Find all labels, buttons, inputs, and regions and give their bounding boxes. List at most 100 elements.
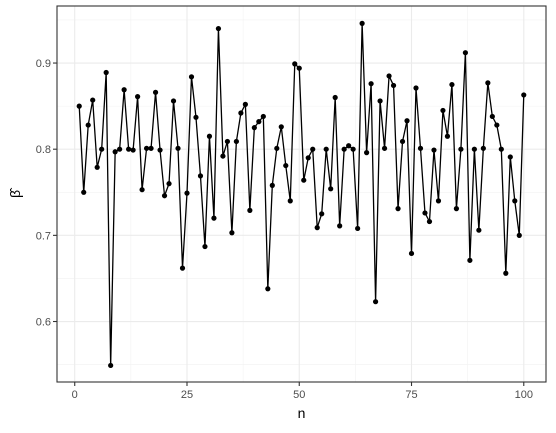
data-point-68 bbox=[377, 98, 383, 104]
data-point-76 bbox=[413, 85, 419, 91]
data-point-17 bbox=[148, 145, 154, 151]
y-tick-label-3: 0.9 bbox=[36, 58, 51, 70]
data-point-49 bbox=[292, 61, 298, 67]
data-point-4 bbox=[90, 97, 96, 103]
data-point-66 bbox=[368, 81, 374, 87]
data-point-85 bbox=[453, 206, 460, 212]
data-point-43 bbox=[265, 286, 271, 292]
data-point-82 bbox=[440, 107, 446, 114]
data-point-50 bbox=[296, 65, 302, 71]
data-point-15 bbox=[139, 187, 145, 193]
data-point-55 bbox=[319, 211, 325, 217]
data-point-7 bbox=[103, 69, 109, 76]
data-point-63 bbox=[355, 225, 361, 232]
data-point-30 bbox=[206, 133, 213, 139]
y-tick-label-2: 0.8 bbox=[36, 144, 51, 156]
data-point-9 bbox=[112, 149, 118, 155]
y-tick-label-0: 0.6 bbox=[36, 317, 51, 329]
x-tick-label-3: 75 bbox=[405, 389, 417, 401]
data-point-59 bbox=[337, 223, 343, 229]
data-point-64 bbox=[359, 20, 365, 26]
data-point-31 bbox=[211, 215, 217, 221]
data-point-96 bbox=[503, 270, 509, 276]
data-point-81 bbox=[435, 198, 442, 204]
data-point-27 bbox=[193, 114, 199, 120]
data-point-92 bbox=[485, 80, 491, 86]
data-point-37 bbox=[238, 110, 244, 116]
data-point-25 bbox=[184, 190, 190, 196]
data-point-52 bbox=[305, 155, 311, 161]
data-point-12 bbox=[126, 146, 132, 152]
data-point-57 bbox=[328, 186, 334, 192]
x-tick-label-2: 50 bbox=[293, 389, 305, 401]
data-point-58 bbox=[332, 94, 338, 101]
data-point-22 bbox=[170, 98, 177, 104]
data-point-5 bbox=[94, 164, 100, 170]
data-point-24 bbox=[179, 265, 186, 271]
data-point-70 bbox=[386, 73, 392, 79]
data-point-36 bbox=[233, 138, 239, 145]
data-point-18 bbox=[152, 89, 159, 95]
data-point-26 bbox=[188, 74, 195, 80]
data-point-51 bbox=[301, 177, 307, 183]
data-point-69 bbox=[381, 145, 388, 151]
data-point-89 bbox=[471, 146, 477, 152]
data-point-71 bbox=[390, 82, 397, 89]
y-axis-title: β̂ bbox=[7, 187, 23, 198]
data-point-77 bbox=[417, 145, 424, 151]
data-point-60 bbox=[341, 146, 347, 152]
data-point-93 bbox=[489, 113, 495, 120]
data-point-73 bbox=[399, 138, 406, 145]
data-point-19 bbox=[157, 147, 163, 153]
data-point-87 bbox=[462, 50, 468, 56]
data-point-86 bbox=[458, 146, 464, 152]
data-point-94 bbox=[494, 122, 500, 128]
data-point-20 bbox=[161, 193, 168, 199]
data-point-98 bbox=[512, 198, 518, 204]
series-line bbox=[78, 23, 525, 366]
data-point-6 bbox=[99, 146, 105, 152]
data-point-42 bbox=[260, 113, 266, 120]
data-point-38 bbox=[242, 101, 248, 107]
data-point-2 bbox=[81, 189, 87, 195]
data-point-90 bbox=[476, 227, 482, 233]
data-point-47 bbox=[283, 162, 289, 169]
data-point-28 bbox=[197, 173, 204, 179]
data-point-41 bbox=[256, 119, 262, 125]
data-point-100 bbox=[521, 92, 527, 98]
x-axis-title: n bbox=[298, 405, 306, 421]
data-point-46 bbox=[278, 124, 284, 130]
data-point-74 bbox=[404, 118, 410, 124]
x-tick-label-0: 0 bbox=[72, 389, 78, 401]
x-tick-label-4: 100 bbox=[515, 389, 533, 401]
series-group bbox=[76, 20, 527, 369]
data-point-13 bbox=[130, 147, 136, 153]
data-point-56 bbox=[323, 146, 329, 152]
data-point-45 bbox=[274, 145, 280, 151]
data-point-3 bbox=[85, 122, 91, 128]
data-point-10 bbox=[117, 146, 123, 152]
data-point-33 bbox=[220, 153, 226, 159]
data-point-32 bbox=[215, 25, 222, 32]
data-point-39 bbox=[247, 207, 253, 213]
y-axis-ticks: 0.6 0.7 0.8 0.9 bbox=[36, 58, 57, 329]
data-point-34 bbox=[224, 138, 231, 145]
data-point-21 bbox=[166, 181, 172, 187]
data-point-95 bbox=[498, 146, 504, 152]
data-point-83 bbox=[444, 133, 451, 139]
data-point-35 bbox=[229, 230, 235, 236]
data-point-65 bbox=[364, 150, 370, 156]
data-point-14 bbox=[135, 94, 141, 100]
data-point-97 bbox=[507, 154, 513, 160]
panel-border bbox=[56, 5, 547, 383]
data-point-53 bbox=[310, 146, 316, 152]
data-point-79 bbox=[426, 218, 433, 225]
data-point-72 bbox=[395, 206, 401, 212]
data-point-44 bbox=[269, 182, 275, 188]
data-point-88 bbox=[467, 257, 473, 263]
data-point-62 bbox=[350, 146, 356, 152]
data-point-48 bbox=[287, 198, 293, 204]
data-point-75 bbox=[408, 250, 415, 257]
data-point-1 bbox=[76, 103, 82, 109]
